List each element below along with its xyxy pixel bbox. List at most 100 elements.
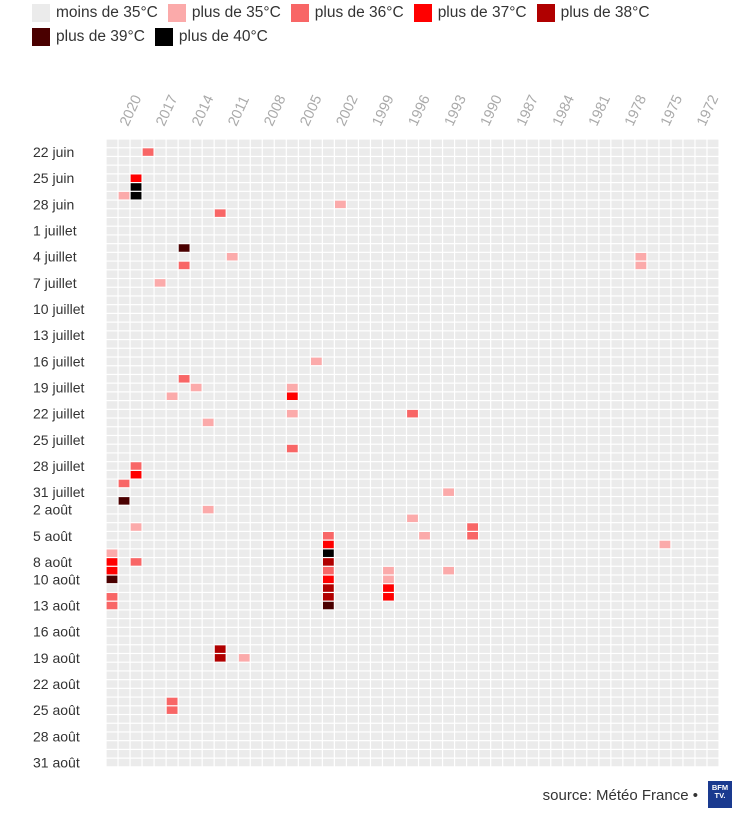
heatmap-cell (599, 514, 611, 523)
heatmap-cell (166, 392, 178, 400)
heatmap-cell (118, 165, 130, 174)
heatmap-cell (347, 575, 358, 584)
heatmap-cell (142, 331, 154, 339)
heatmap-cell (503, 366, 515, 374)
heatmap-cell (190, 715, 202, 723)
heatmap-cell (250, 636, 262, 645)
heatmap-cell (503, 505, 515, 514)
heatmap-cell (659, 139, 671, 148)
heatmap-cell (611, 532, 623, 540)
heatmap-cell (310, 314, 322, 322)
heatmap-cell (491, 174, 503, 182)
heatmap-cell (226, 462, 238, 470)
heatmap-cell (118, 593, 130, 601)
heatmap-cell (419, 575, 430, 584)
heatmap-cell (310, 688, 322, 697)
heatmap-cell (371, 479, 382, 488)
y-tick-label: 25 juin (33, 170, 74, 186)
heatmap-cell (551, 357, 563, 366)
heatmap-cell (515, 244, 527, 252)
heatmap-cell (635, 270, 647, 278)
heatmap-cell (214, 575, 226, 584)
heatmap-cell (262, 375, 274, 383)
heatmap-cell (371, 584, 382, 592)
y-tick-label: 25 août (33, 702, 80, 718)
heatmap-cell (659, 601, 671, 610)
heatmap-cell (587, 270, 599, 278)
heatmap-cell (383, 697, 394, 706)
heatmap-cell (395, 436, 406, 444)
heatmap-cell (334, 750, 346, 758)
heatmap-cell (479, 505, 491, 514)
heatmap-cell (106, 157, 118, 165)
x-tick-label: 1990 (478, 93, 506, 129)
heatmap-cell (178, 540, 190, 549)
heatmap-cell (130, 252, 142, 261)
heatmap-cell (250, 357, 262, 366)
heatmap-cell (659, 523, 671, 531)
heatmap-cell (563, 601, 575, 610)
heatmap-cell (491, 549, 503, 557)
heatmap-cell (395, 165, 406, 174)
heatmap-cell (286, 174, 298, 182)
heatmap-cell (695, 305, 707, 313)
heatmap-cell (539, 226, 551, 235)
heatmap-cell (286, 566, 298, 575)
heatmap-cell (178, 165, 190, 174)
heatmap-cell (695, 610, 707, 618)
heatmap-cell (467, 226, 479, 235)
heatmap-cell (539, 340, 551, 348)
heatmap-cell (274, 723, 286, 732)
heatmap-cell (659, 593, 671, 601)
heatmap-cell (190, 741, 202, 749)
heatmap-cell (635, 165, 647, 174)
heatmap-cell (226, 723, 238, 732)
heatmap-cell (214, 584, 226, 592)
heatmap-cell (587, 662, 599, 671)
heatmap-cell (359, 453, 370, 462)
heatmap-cell (286, 218, 298, 226)
heatmap-cell (503, 444, 515, 453)
heatmap-cell (371, 226, 382, 235)
heatmap-cell (635, 688, 647, 697)
heatmap-cell (695, 401, 707, 409)
heatmap-cell (118, 680, 130, 688)
heatmap-cell (347, 523, 358, 531)
heatmap-cell (154, 732, 166, 741)
heatmap-cell (443, 470, 454, 479)
source-note: source: Météo France • (542, 787, 698, 804)
heatmap-cell (250, 148, 262, 156)
heatmap-cell (539, 593, 551, 601)
heatmap-cell (419, 680, 430, 688)
heatmap-cell (647, 462, 659, 470)
heatmap-cell (383, 523, 394, 531)
heatmap-cell (515, 584, 527, 592)
heatmap-cell (539, 191, 551, 200)
heatmap-cell (575, 183, 587, 191)
heatmap-cell (106, 235, 118, 244)
heatmap-cell (106, 750, 118, 758)
heatmap-cell (659, 680, 671, 688)
heatmap-cell (647, 619, 659, 627)
heatmap-cell (659, 200, 671, 209)
heatmap-cell (683, 252, 695, 261)
heatmap-cell (383, 409, 394, 418)
heatmap-cell (491, 392, 503, 400)
heatmap-cell (443, 488, 454, 496)
heatmap-cell (539, 366, 551, 374)
heatmap-cell (503, 436, 515, 444)
heatmap-cell (262, 566, 274, 575)
heatmap-cell (443, 357, 454, 366)
heatmap-cell (515, 566, 527, 575)
heatmap-cell (298, 584, 310, 592)
heatmap-cell (503, 322, 515, 331)
heatmap-cell (262, 680, 274, 688)
heatmap-cell (214, 340, 226, 348)
heatmap-cell (575, 244, 587, 252)
heatmap-cell (683, 392, 695, 400)
heatmap-cell (467, 331, 479, 339)
heatmap-cell (467, 497, 479, 505)
heatmap-cell (443, 715, 454, 723)
heatmap-cell (262, 601, 274, 610)
heatmap-cell (467, 558, 479, 566)
